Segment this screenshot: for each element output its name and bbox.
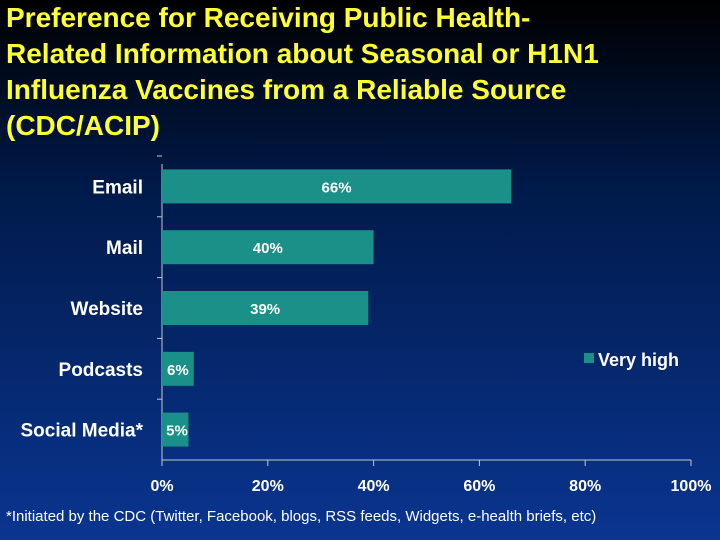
- bar: [162, 230, 374, 265]
- title-line: Preference for Receiving Public Health-: [6, 2, 531, 33]
- x-tick-label: 40%: [358, 478, 390, 495]
- category-label: Social Media*: [21, 421, 144, 442]
- category-label: Podcasts: [59, 360, 143, 381]
- bar: [162, 291, 369, 325]
- data-label: 39%: [250, 301, 280, 318]
- category-label: Website: [70, 299, 143, 320]
- bar: [162, 351, 194, 386]
- data-label: 66%: [322, 179, 352, 196]
- data-label: 40%: [253, 240, 283, 257]
- category-label: Mail: [106, 238, 143, 259]
- x-tick-label: 20%: [252, 478, 284, 495]
- legend-swatch: [584, 353, 594, 363]
- title-line: Influenza Vaccines from a Reliable Sourc…: [6, 74, 567, 105]
- data-label: 6%: [167, 362, 189, 379]
- x-tick-label: 60%: [463, 478, 495, 495]
- bar: [162, 169, 512, 204]
- title-line: (CDC/ACIP): [6, 110, 160, 141]
- title-line: Related Information about Seasonal or H1…: [6, 38, 599, 69]
- legend-label: Very high: [598, 350, 679, 370]
- category-label: Email: [92, 177, 143, 198]
- x-tick-label: 80%: [569, 478, 601, 495]
- x-tick-label: 100%: [671, 478, 712, 495]
- data-label: 5%: [166, 423, 188, 440]
- chart-title: Preference for Receiving Public Health- …: [6, 0, 706, 144]
- bar: [162, 412, 189, 447]
- x-tick-label: 0%: [150, 478, 173, 495]
- footnote: *Initiated by the CDC (Twitter, Facebook…: [6, 508, 597, 525]
